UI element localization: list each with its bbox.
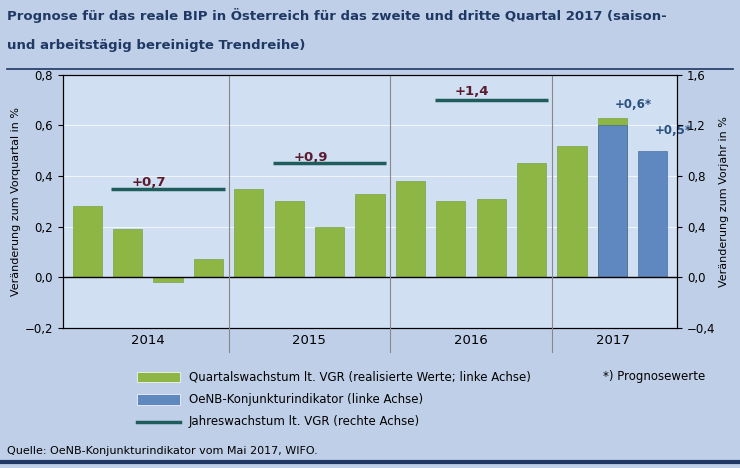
Text: +0,9: +0,9: [293, 151, 328, 164]
Text: +0,5*: +0,5*: [655, 124, 692, 137]
Bar: [194, 259, 223, 277]
Text: 2016: 2016: [454, 334, 488, 347]
Bar: [113, 229, 142, 277]
FancyBboxPatch shape: [137, 372, 180, 382]
Text: +0,7: +0,7: [132, 176, 166, 189]
Bar: [598, 118, 627, 277]
FancyBboxPatch shape: [137, 394, 180, 404]
Bar: [477, 199, 505, 277]
Text: OeNB-Konjunkturindikator (linke Achse): OeNB-Konjunkturindikator (linke Achse): [189, 393, 423, 406]
Text: Quelle: OeNB-Konjunkturindikator vom Mai 2017, WIFO.: Quelle: OeNB-Konjunkturindikator vom Mai…: [7, 446, 318, 456]
Text: und arbeitstägig bereinigte Trendreihe): und arbeitstägig bereinigte Trendreihe): [7, 39, 306, 52]
Bar: [235, 189, 263, 277]
Text: 2015: 2015: [292, 334, 326, 347]
Text: Quartalswachstum lt. VGR (realisierte Werte; linke Achse): Quartalswachstum lt. VGR (realisierte We…: [189, 370, 531, 383]
Bar: [275, 201, 303, 277]
Text: +0,6*: +0,6*: [614, 98, 652, 111]
Y-axis label: Veränderung zum Vorquartal in %: Veränderung zum Vorquartal in %: [10, 107, 21, 296]
Text: +1,4: +1,4: [455, 85, 489, 98]
Y-axis label: Veränderung zum Vorjahr in %: Veränderung zum Vorjahr in %: [719, 116, 730, 287]
Bar: [355, 194, 385, 277]
Text: Prognose für das reale BIP in Österreich für das zweite und dritte Quartal 2017 : Prognose für das reale BIP in Österreich…: [7, 8, 667, 23]
Bar: [598, 125, 627, 277]
Text: 2014: 2014: [131, 334, 164, 347]
Bar: [153, 277, 183, 282]
Bar: [639, 151, 667, 277]
Bar: [73, 206, 101, 277]
Bar: [315, 227, 344, 277]
Bar: [437, 201, 465, 277]
Bar: [557, 146, 587, 277]
Text: *) Prognosewerte: *) Prognosewerte: [603, 370, 706, 383]
Text: 2017: 2017: [596, 334, 630, 347]
Text: Jahreswachstum lt. VGR (rechte Achse): Jahreswachstum lt. VGR (rechte Achse): [189, 415, 420, 428]
Bar: [517, 163, 546, 277]
Bar: [396, 181, 425, 277]
